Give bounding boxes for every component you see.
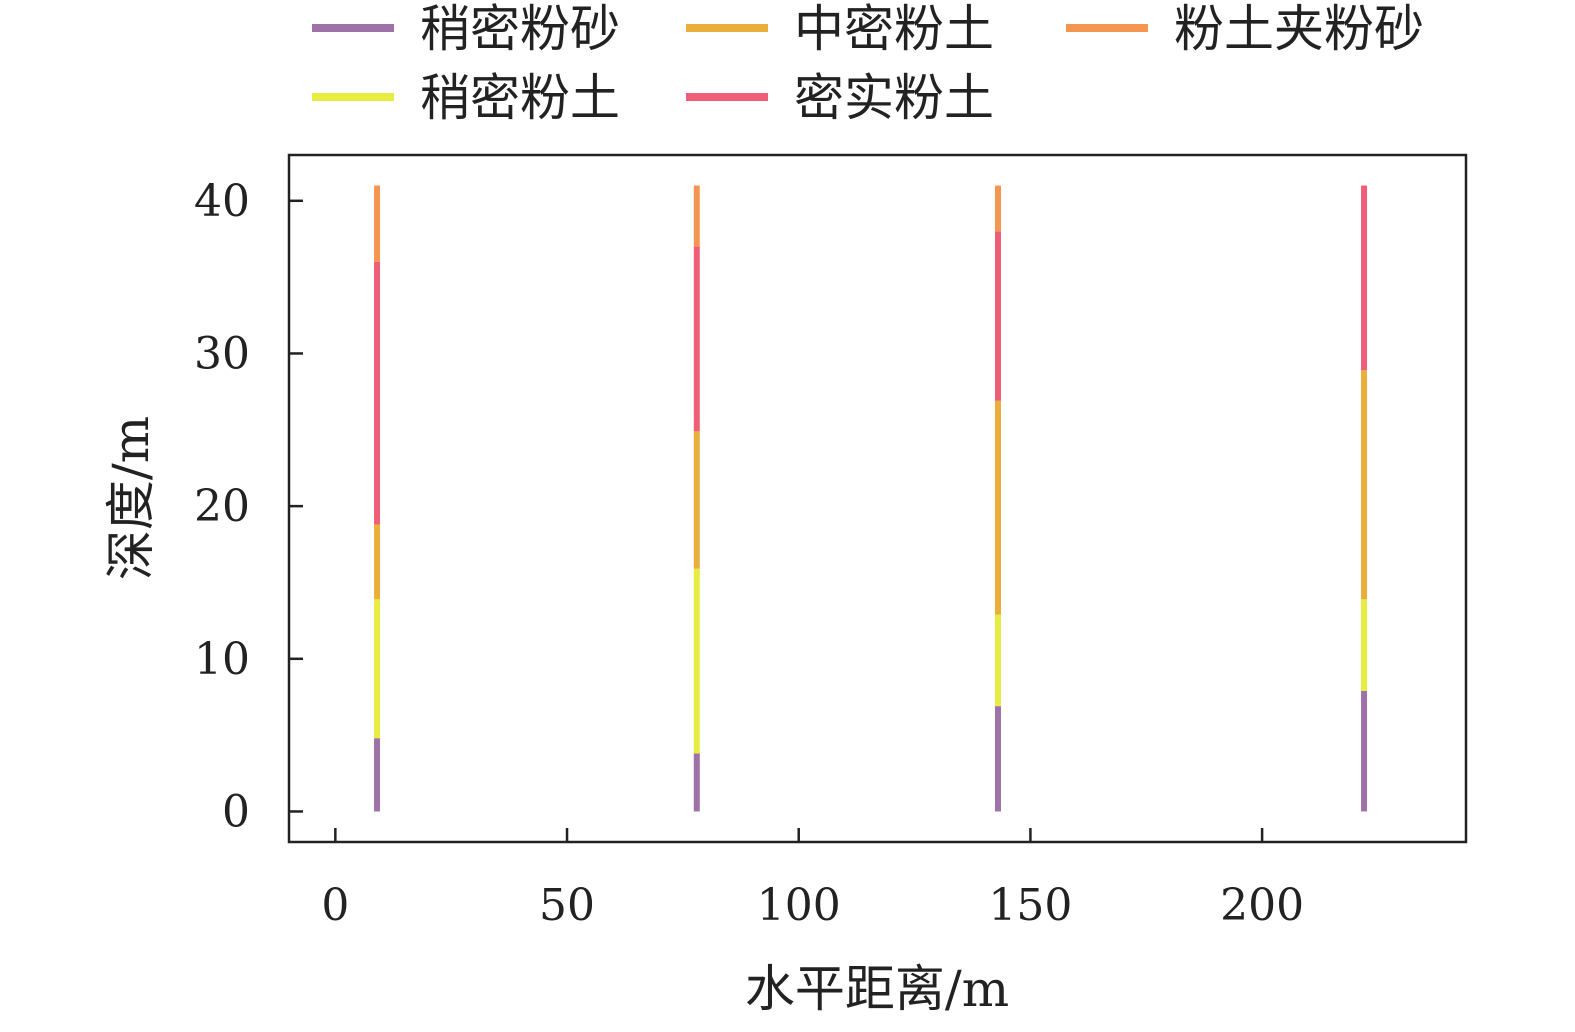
x-tick-label-150: 150 [988,880,1072,931]
legend-swatch-3 [1066,24,1148,32]
borehole-3-layer-4 [994,231,1001,401]
y-axis-title: 深度/m [102,416,160,580]
y-tick-label-0: 0 [222,786,250,837]
legend-swatch-4 [312,93,394,101]
legend-label-1: 稍密粉砂 [420,0,620,58]
borehole-2-layer-4 [693,246,700,432]
borehole-4-layer-4 [1361,185,1368,371]
plot-marks [374,185,1368,812]
x-tick-label-100: 100 [757,880,841,931]
borehole-3-layer-1 [994,706,1001,812]
y-tick-label-10: 10 [194,634,250,685]
legend-swatch-2 [686,24,768,32]
borehole-4-layer-2 [1361,599,1368,691]
legend-label-4: 稍密粉土 [420,69,620,127]
plot-frame [287,153,1468,844]
legend-swatch-1 [312,24,394,32]
legend-swatch-5 [686,93,768,101]
borehole-2 [693,185,700,812]
borehole-1-layer-3 [374,524,381,600]
borehole-3-layer-2 [994,614,1001,707]
legend-label-5: 密实粉土 [794,69,994,127]
borehole-2-layer-5 [693,185,700,247]
y-tick-label-40: 40 [194,176,250,227]
legend-item-5: 密实粉土 [686,69,994,127]
borehole-4-layer-1 [1361,690,1368,812]
borehole-1-layer-2 [374,599,381,739]
borehole-4 [1361,185,1368,812]
borehole-3 [994,185,1001,812]
x-tick-label-0: 0 [321,880,349,931]
borehole-2-layer-3 [693,431,700,569]
x-tick-label-200: 200 [1220,880,1304,931]
legend-item-4: 稍密粉土 [312,69,620,127]
legend-label-3: 粉土夹粉砂 [1174,0,1424,58]
borehole-1 [374,185,381,812]
borehole-2-layer-1 [693,753,700,812]
legend-item-1: 稍密粉砂 [312,0,620,58]
legend-item-3: 粉土夹粉砂 [1066,0,1424,58]
borehole-2-layer-2 [693,568,700,754]
y-tick-label-20: 20 [194,481,250,532]
legend-label-2: 中密粉土 [794,0,994,58]
borehole-1-layer-1 [374,738,381,812]
x-tick-label-50: 50 [539,880,595,931]
x-axis-title: 水平距离/m [745,960,1009,1018]
borehole-1-layer-5 [374,185,381,262]
borehole-3-layer-5 [994,185,1001,232]
borehole-3-layer-3 [994,400,1001,615]
axes: 0 50 100 150 200 0 10 20 30 40 [194,176,1304,931]
legend-item-2: 中密粉土 [686,0,994,58]
borehole-1-layer-4 [374,261,381,525]
borehole-4-layer-3 [1361,370,1368,600]
y-tick-label-30: 30 [194,328,250,379]
